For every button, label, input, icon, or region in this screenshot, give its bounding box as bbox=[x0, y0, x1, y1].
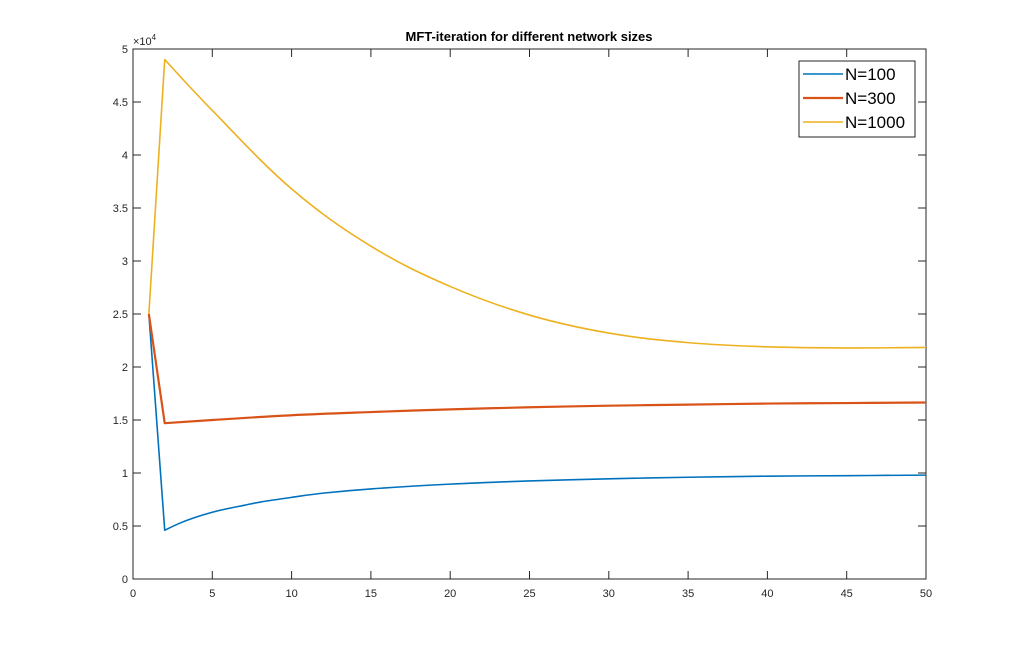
y-exponent-power: 4 bbox=[152, 33, 157, 42]
y-tick-label: 3 bbox=[122, 256, 128, 268]
x-tick-label: 20 bbox=[444, 588, 456, 600]
x-tick-label: 35 bbox=[682, 588, 694, 600]
x-tick-label: 30 bbox=[603, 588, 615, 600]
y-tick-label: 2 bbox=[122, 362, 128, 374]
y-tick-label: 5 bbox=[122, 44, 128, 56]
y-tick-label: 2.5 bbox=[113, 309, 128, 321]
y-tick-label: 4 bbox=[122, 150, 128, 162]
x-tick-label: 40 bbox=[761, 588, 773, 600]
x-axis-ticks: 0 5 10 15 20 25 30 35 40 45 50 bbox=[130, 49, 932, 600]
series-line-n-300 bbox=[147, 313, 927, 425]
legend-label: N=300 bbox=[845, 89, 896, 108]
y-tick-label: 1.5 bbox=[113, 415, 128, 427]
x-tick-label: 45 bbox=[841, 588, 853, 600]
x-tick-label: 0 bbox=[130, 588, 136, 600]
y-tick-label: 1 bbox=[122, 468, 128, 480]
series-layer bbox=[147, 58, 927, 532]
series-line-n-1000 bbox=[148, 58, 927, 349]
y-tick-label: 0.5 bbox=[113, 521, 128, 533]
x-tick-label: 50 bbox=[920, 588, 932, 600]
y-tick-label: 0 bbox=[122, 574, 128, 586]
x-tick-label: 5 bbox=[209, 588, 215, 600]
chart-title: MFT-iteration for different network size… bbox=[405, 29, 652, 44]
y-tick-label: 3.5 bbox=[113, 203, 128, 215]
legend-label: N=1000 bbox=[845, 113, 905, 132]
y-tick-label: 4.5 bbox=[113, 97, 128, 109]
series-line-n-100 bbox=[148, 313, 927, 532]
y-exponent-base: ×10 bbox=[133, 36, 152, 48]
plot-area bbox=[132, 48, 927, 580]
legend: N=100 N=300 N=1000 bbox=[798, 60, 916, 138]
y-exponent-label: ×104 bbox=[133, 33, 157, 48]
legend-label: N=100 bbox=[845, 65, 896, 84]
x-tick-label: 10 bbox=[285, 588, 297, 600]
y-axis-ticks: 0 0.5 1 1.5 2 2.5 3 3.5 4 4.5 5 bbox=[113, 44, 926, 586]
x-tick-label: 15 bbox=[365, 588, 377, 600]
x-tick-label: 25 bbox=[523, 588, 535, 600]
